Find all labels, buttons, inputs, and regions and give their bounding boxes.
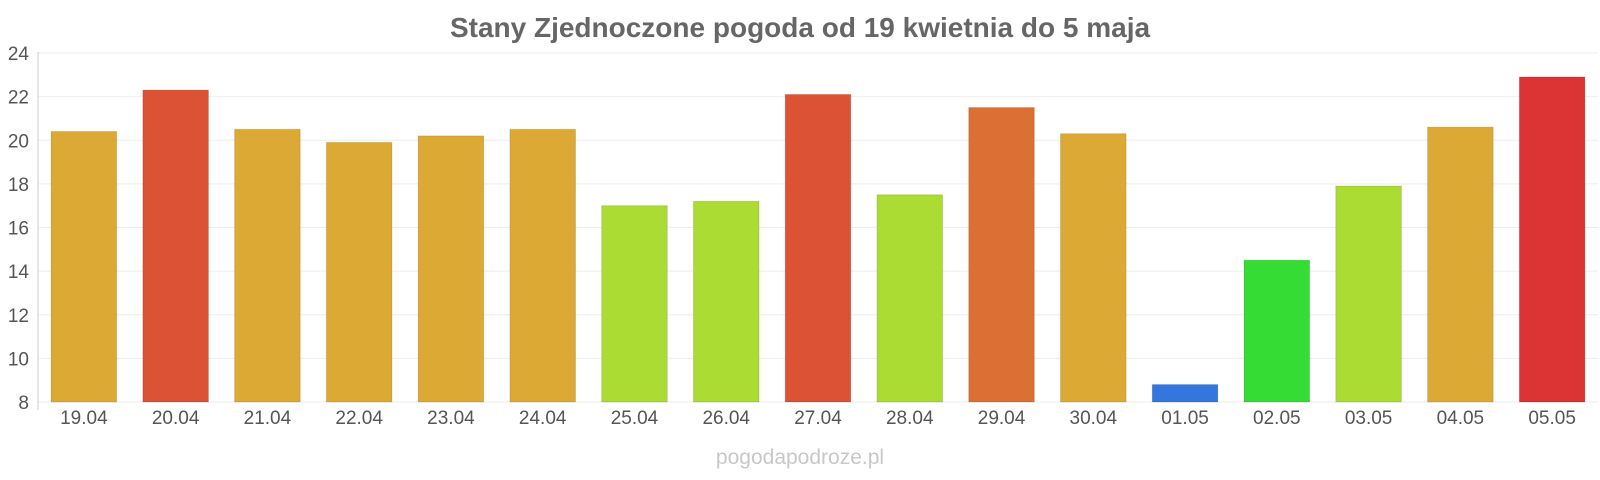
bar-04.05 (1427, 126, 1494, 403)
x-category-label: 20.04 (152, 408, 200, 429)
bars (50, 76, 1586, 403)
x-category-label: 05.05 (1528, 408, 1576, 429)
bar-24.04 (509, 128, 577, 403)
x-category-label: 29.04 (978, 408, 1026, 429)
x-category-label: 25.04 (611, 408, 659, 429)
bar-30.04 (1059, 133, 1127, 403)
y-tick-label: 8 (18, 393, 29, 414)
x-category-label: 21.04 (244, 408, 292, 429)
bar-03.05 (1335, 185, 1402, 403)
y-tick-label: 14 (8, 262, 30, 283)
y-tick-label: 22 (8, 88, 29, 109)
bar-26.04 (692, 200, 760, 403)
y-tick-label: 10 (8, 349, 29, 370)
y-tick-label: 20 (8, 131, 29, 152)
watermark: pogodapodroze.pl (716, 446, 884, 469)
bar-21.04 (234, 128, 301, 403)
x-category-label: 01.05 (1161, 408, 1209, 429)
x-category-label: 19.04 (60, 408, 108, 429)
bar-23.04 (417, 135, 485, 403)
y-tick-label: 18 (8, 175, 29, 196)
x-category-label: 27.04 (794, 408, 842, 429)
bar-25.04 (601, 205, 668, 403)
bar-29.04 (968, 107, 1035, 403)
bar-27.04 (784, 93, 852, 403)
bar-28.04 (876, 194, 944, 403)
x-category-label: 04.05 (1437, 408, 1485, 429)
bar-20.04 (142, 89, 209, 403)
x-category-label: 30.04 (1070, 408, 1118, 429)
y-tick-label: 24 (8, 44, 30, 65)
bar-19.04 (50, 131, 118, 403)
x-category-label: 22.04 (335, 408, 383, 429)
y-axis-ticks: 8 10 12 14 16 18 20 22 24 (8, 44, 30, 414)
chart-title: Stany Zjednoczone pogoda od 19 kwietnia … (450, 12, 1151, 43)
y-tick-label: 12 (8, 306, 29, 327)
x-category-label: 24.04 (519, 408, 567, 429)
bar-22.04 (325, 141, 393, 403)
y-tick-label: 16 (8, 219, 29, 240)
x-category-label: 02.05 (1253, 408, 1301, 429)
bar-05.05 (1518, 76, 1586, 403)
x-category-label: 28.04 (886, 408, 934, 429)
x-category-label: 26.04 (702, 408, 750, 429)
bar-01.05 (1151, 384, 1219, 403)
x-axis-labels: 19.04 20.04 21.04 22.04 23.04 24.04 25.04 26.04… (60, 408, 1576, 429)
bar-02.05 (1243, 259, 1311, 403)
x-category-label: 23.04 (427, 408, 475, 429)
x-category-label: 03.05 (1345, 408, 1393, 429)
